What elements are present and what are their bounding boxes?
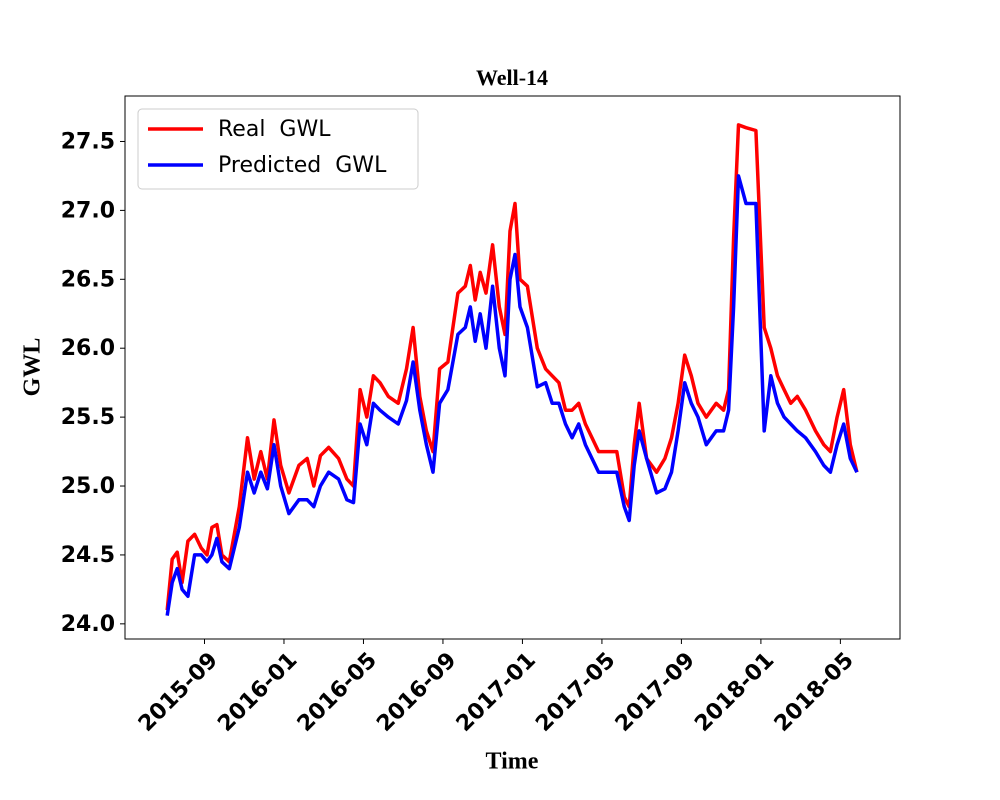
series-line [165,174,859,616]
y-tick-label: 27.5 [61,129,115,154]
x-tick-label: 2017-09 [611,648,700,737]
y-tick-label: 24.0 [61,612,115,637]
legend-label: Predicted GWL [218,153,387,178]
series-line [165,123,859,611]
y-tick-label: 26.5 [61,267,115,292]
x-tick-label: 2016-05 [293,648,382,737]
x-tick-label: 2015-09 [134,648,223,737]
y-tick-label: 24.5 [61,543,115,568]
y-tick-label: 25.0 [61,474,115,499]
y-tick-label: 27.0 [61,198,115,223]
x-tick-label: 2017-01 [452,648,541,737]
plot-frame [124,95,901,640]
y-tick-label: 26.0 [61,336,115,361]
legend-box [137,108,419,190]
x-tick-label: 2016-01 [213,648,302,737]
x-tick-label: 2018-01 [690,648,779,737]
legend-label: Real GWL [218,117,331,142]
x-axis-label: Time [486,749,539,775]
x-tick-label: 2018-05 [770,648,859,737]
y-tick-label: 25.5 [61,405,115,430]
x-tick-label: 2016-09 [372,648,461,737]
chart-title: Well-14 [476,65,548,90]
x-tick-label: 2017-05 [531,648,620,737]
y-axis-label: GWL [20,338,46,397]
